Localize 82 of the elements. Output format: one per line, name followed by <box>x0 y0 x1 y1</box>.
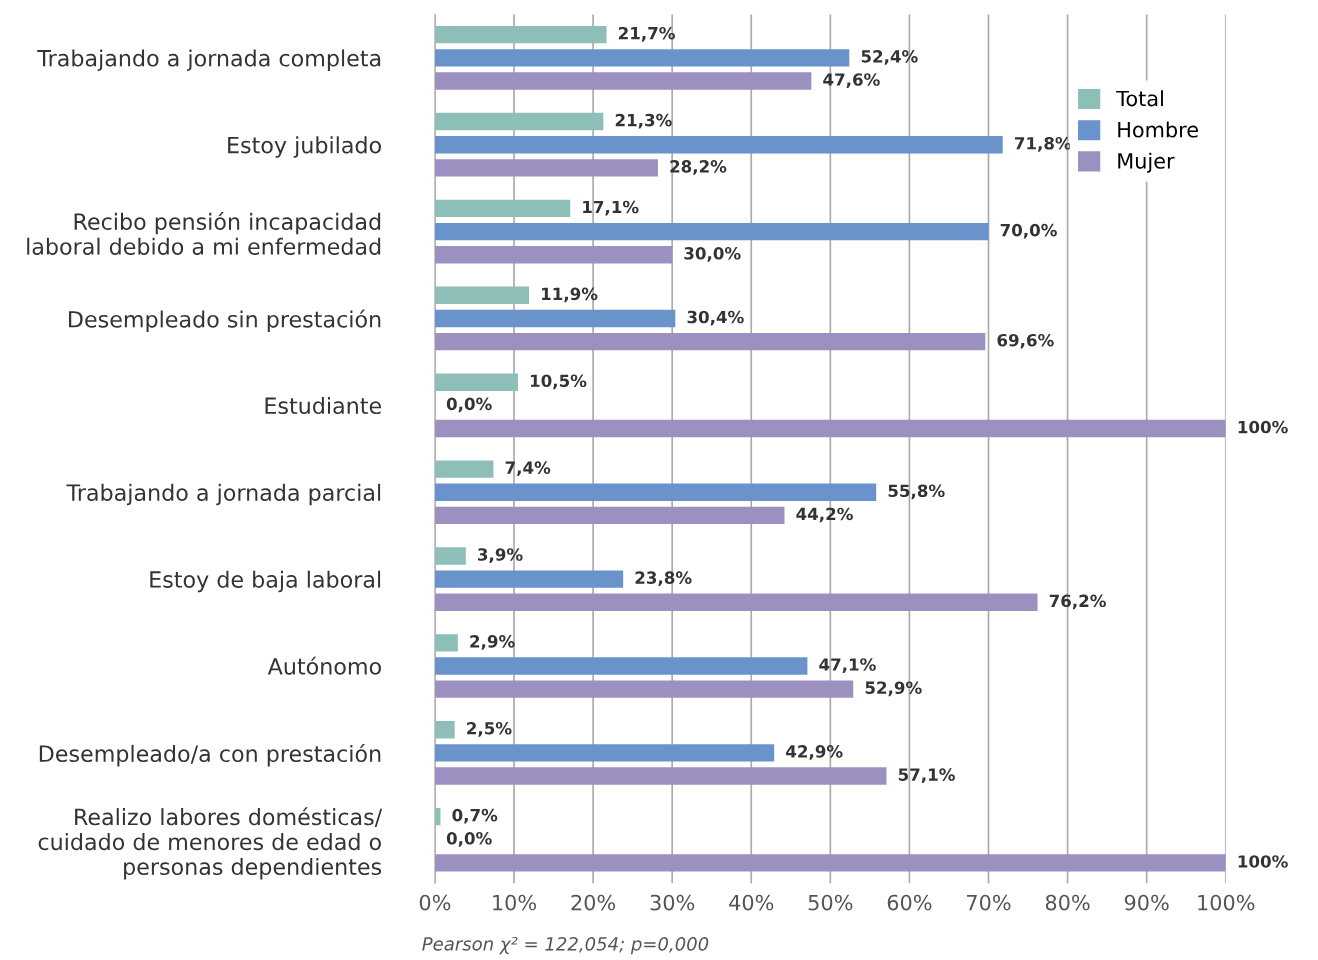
bar <box>434 222 989 241</box>
bar <box>434 246 673 264</box>
data-label: 69,6% <box>997 333 1054 349</box>
legend-label: Hombre <box>1118 121 1198 138</box>
bar <box>434 286 530 304</box>
data-label: 70,0% <box>1000 223 1057 239</box>
data-label: 23,8% <box>635 571 692 587</box>
y-tick-label: Estoy de baja laboral <box>150 570 381 593</box>
bar <box>434 72 812 90</box>
data-label: 7,4% <box>505 461 551 477</box>
x-tick-label: 20% <box>571 894 616 911</box>
bar <box>434 547 466 565</box>
data-label: 100% <box>1238 855 1288 868</box>
y-tick-label: Desempleado sin prestación <box>69 309 381 332</box>
bar <box>434 373 518 391</box>
data-label: 21,3% <box>615 113 672 129</box>
data-label: 0,0% <box>446 397 492 413</box>
data-label: 2,5% <box>467 721 512 737</box>
y-tick-label: Estoy jubilado <box>228 136 381 158</box>
x-tick-label: 80% <box>1045 894 1090 911</box>
data-label: 52,9% <box>865 681 922 697</box>
y-tick-label: Trabajando a jornada completa <box>37 49 381 71</box>
x-tick-label: 60% <box>887 894 932 911</box>
data-label: 0,7% <box>452 808 498 824</box>
data-label: 21,7% <box>618 26 675 42</box>
bar <box>434 199 571 218</box>
bar <box>434 721 455 739</box>
data-label: 100% <box>1238 420 1288 434</box>
bar <box>434 657 808 675</box>
data-label: 30,4% <box>687 310 744 326</box>
data-label: 47,6% <box>823 73 880 88</box>
bar <box>434 49 850 67</box>
data-label: 28,2% <box>670 160 727 175</box>
bar <box>434 680 854 698</box>
x-tick-label: 0% <box>419 894 451 911</box>
x-tick-label: 100% <box>1198 894 1255 911</box>
y-tick-label: Trabajando a jornada parcial <box>66 483 381 506</box>
bar <box>434 419 1226 438</box>
data-label: 0,0% <box>446 831 492 847</box>
data-label: 3,9% <box>478 548 523 563</box>
x-tick-label: 90% <box>1124 894 1169 911</box>
x-tick-label: 10% <box>493 894 537 911</box>
data-label: 44,2% <box>796 507 853 523</box>
bar <box>434 506 785 525</box>
x-tick-label: 40% <box>729 894 774 911</box>
bar <box>434 460 494 478</box>
bar <box>434 112 604 131</box>
data-label: 17,1% <box>583 200 639 216</box>
y-tick-label: Autónomo <box>267 656 381 675</box>
bar <box>434 744 775 762</box>
y-tick-label: Realizo labores domésticas/ cuidado de menores de edad o personas dependientes <box>38 807 383 880</box>
data-label: 11,9% <box>542 287 598 303</box>
data-label: 55,8% <box>888 484 945 500</box>
data-label: 57,1% <box>898 768 955 784</box>
data-label: 30,0% <box>684 247 741 262</box>
y-tick-label: Estudiante <box>265 396 381 415</box>
bar <box>434 332 986 351</box>
data-label: 71,8% <box>1014 136 1072 152</box>
x-tick-label: 70% <box>967 894 1011 911</box>
data-label: 76,2% <box>1049 594 1106 610</box>
data-label: 52,4% <box>861 50 918 65</box>
bar <box>434 634 458 652</box>
bar <box>434 593 1038 611</box>
text: Pearson χ² = 122,054; p=0,000 <box>422 937 709 955</box>
x-tick-label: 30% <box>650 894 695 911</box>
bar <box>434 570 624 588</box>
data-label: 47,1% <box>819 658 876 673</box>
bar <box>434 854 1226 872</box>
data-label: 10,5% <box>530 374 587 390</box>
data-label: 42,9% <box>786 745 843 760</box>
bar <box>434 309 676 328</box>
bar <box>434 767 887 785</box>
bar <box>434 136 1003 154</box>
data-label: 2,9% <box>470 635 515 650</box>
legend-label: Total <box>1116 90 1163 107</box>
bar <box>434 25 607 44</box>
x-tick-label: 50% <box>808 894 853 911</box>
legend-label: Mujer <box>1118 152 1175 173</box>
y-tick-label: Desempleado/a con prestación <box>39 743 381 767</box>
bar <box>434 483 877 501</box>
y-tick-label: Recibo pensión incapacidad laboral debido a mi enfermedad <box>27 211 381 255</box>
bar <box>434 159 658 177</box>
